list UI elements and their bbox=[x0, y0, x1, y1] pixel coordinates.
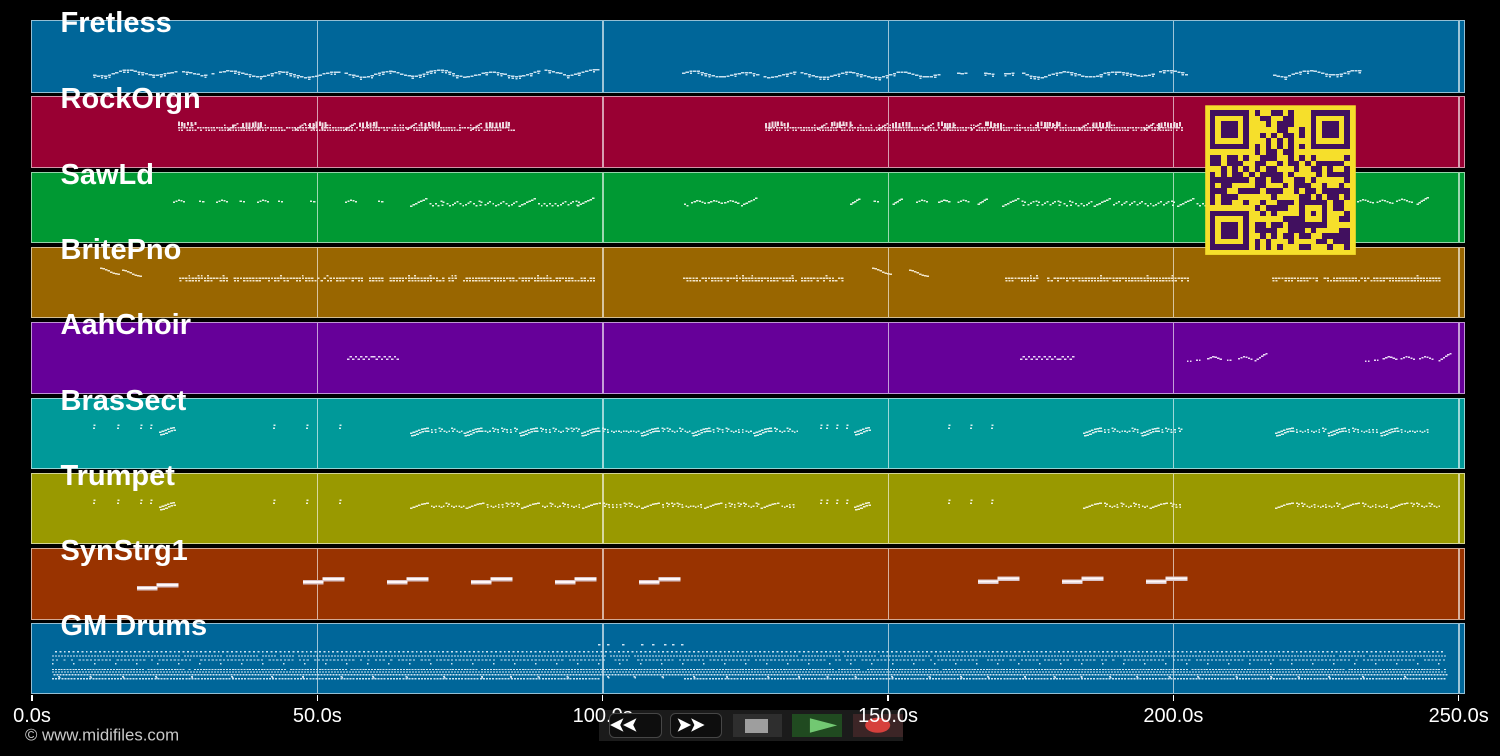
svg-text:© www.midifiles.com: © www.midifiles.com bbox=[25, 726, 179, 745]
svg-text:RockOrgn: RockOrgn bbox=[61, 83, 201, 115]
svg-text:Trumpet: Trumpet bbox=[61, 460, 176, 492]
svg-text:250.0s: 250.0s bbox=[1429, 705, 1489, 727]
svg-text:SynStrg1: SynStrg1 bbox=[61, 535, 188, 567]
svg-text:AahChoir: AahChoir bbox=[61, 309, 192, 341]
svg-text:200.0s: 200.0s bbox=[1143, 705, 1203, 727]
svg-text:150.0s: 150.0s bbox=[858, 705, 918, 727]
svg-text:BrasSect: BrasSect bbox=[61, 385, 187, 417]
svg-text:Fretless: Fretless bbox=[61, 7, 172, 39]
svg-text:GM Drums: GM Drums bbox=[61, 610, 208, 642]
svg-text:SawLd: SawLd bbox=[61, 159, 154, 191]
svg-text:BritePno: BritePno bbox=[61, 234, 182, 266]
svg-text:0.0s: 0.0s bbox=[13, 705, 51, 727]
svg-text:50.0s: 50.0s bbox=[293, 705, 342, 727]
